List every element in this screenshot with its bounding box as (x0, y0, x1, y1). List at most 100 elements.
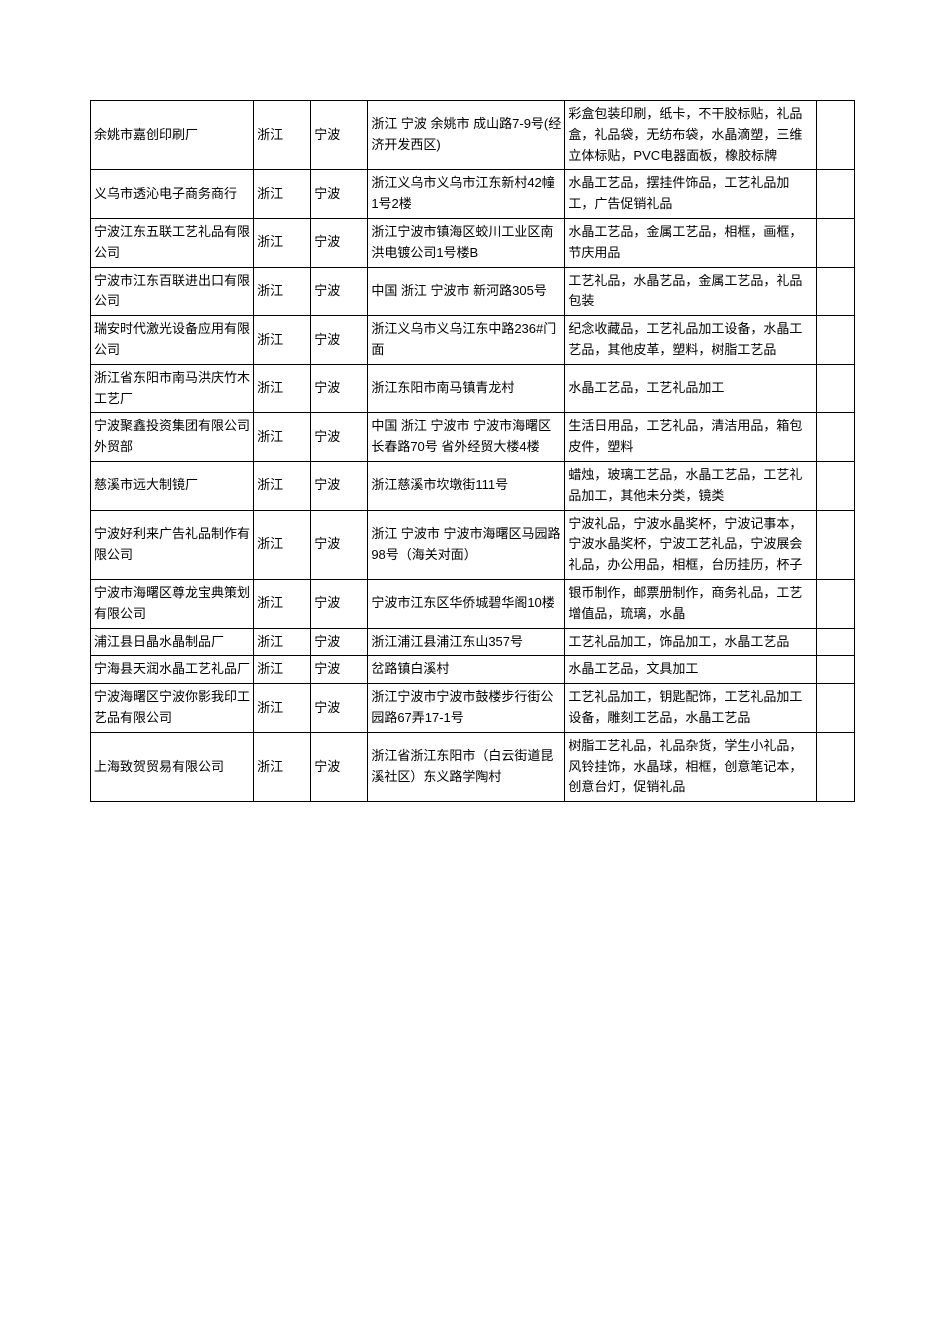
table-row: 义乌市透沁电子商务商行浙江宁波浙江义乌市义乌市江东新村42幢1号2楼水晶工艺品，… (91, 170, 855, 219)
city-cell: 宁波 (311, 461, 368, 510)
address-cell: 浙江 宁波 余姚市 成山路7-9号(经济开发西区) (368, 101, 565, 170)
products-cell: 彩盒包装印刷，纸卡，不干胶标贴，礼品盒，礼品袋，无纺布袋，水晶滴塑，三维立体标贴… (565, 101, 816, 170)
city-cell: 宁波 (311, 101, 368, 170)
province-cell: 浙江 (254, 510, 311, 579)
products-cell: 水晶工艺品，文具加工 (565, 656, 816, 684)
city-cell: 宁波 (311, 579, 368, 628)
address-cell: 浙江宁波市宁波市鼓楼步行街公园路67弄17-1号 (368, 684, 565, 733)
table-row: 宁波好利来广告礼品制作有限公司浙江宁波浙江 宁波市 宁波市海曙区马园路98号（海… (91, 510, 855, 579)
city-cell: 宁波 (311, 628, 368, 656)
products-cell: 宁波礼品，宁波水晶奖杯，宁波记事本，宁波水晶奖杯，宁波工艺礼品，宁波展会礼品，办… (565, 510, 816, 579)
extra-cell (816, 170, 854, 219)
company-cell: 宁波海曙区宁波你影我印工艺品有限公司 (91, 684, 254, 733)
extra-cell (816, 364, 854, 413)
city-cell: 宁波 (311, 316, 368, 365)
extra-cell (816, 461, 854, 510)
address-cell: 中国 浙江 宁波市 宁波市海曙区长春路70号 省外经贸大楼4楼 (368, 413, 565, 462)
table-row: 余姚市嘉创印刷厂浙江宁波浙江 宁波 余姚市 成山路7-9号(经济开发西区)彩盒包… (91, 101, 855, 170)
extra-cell (816, 316, 854, 365)
company-cell: 瑞安时代激光设备应用有限公司 (91, 316, 254, 365)
company-cell: 宁海县天润水晶工艺礼品厂 (91, 656, 254, 684)
products-cell: 树脂工艺礼品，礼品杂货，学生小礼品，风铃挂饰，水晶球，相框，创意笔记本，创意台灯… (565, 732, 816, 801)
address-cell: 浙江浦江县浦江东山357号 (368, 628, 565, 656)
company-cell: 浦江县日晶水晶制品厂 (91, 628, 254, 656)
province-cell: 浙江 (254, 413, 311, 462)
products-cell: 蜡烛，玻璃工艺品，水晶工艺品，工艺礼品加工，其他未分类，镜类 (565, 461, 816, 510)
company-cell: 义乌市透沁电子商务商行 (91, 170, 254, 219)
extra-cell (816, 510, 854, 579)
table-row: 慈溪市远大制镜厂浙江宁波浙江慈溪市坎墩街111号蜡烛，玻璃工艺品，水晶工艺品，工… (91, 461, 855, 510)
table-row: 上海致贺贸易有限公司浙江宁波浙江省浙江东阳市（白云街道昆溪社区）东义路学陶村树脂… (91, 732, 855, 801)
table-body: 余姚市嘉创印刷厂浙江宁波浙江 宁波 余姚市 成山路7-9号(经济开发西区)彩盒包… (91, 101, 855, 802)
company-cell: 余姚市嘉创印刷厂 (91, 101, 254, 170)
address-cell: 浙江东阳市南马镇青龙村 (368, 364, 565, 413)
products-cell: 生活日用品，工艺礼品，清洁用品，箱包皮件，塑料 (565, 413, 816, 462)
table-row: 浦江县日晶水晶制品厂浙江宁波浙江浦江县浦江东山357号工艺礼品加工，饰品加工，水… (91, 628, 855, 656)
company-cell: 宁波江东五联工艺礼品有限公司 (91, 218, 254, 267)
address-cell: 浙江慈溪市坎墩街111号 (368, 461, 565, 510)
province-cell: 浙江 (254, 656, 311, 684)
extra-cell (816, 218, 854, 267)
products-cell: 水晶工艺品，金属工艺品，相框，画框，节庆用品 (565, 218, 816, 267)
table-row: 宁波海曙区宁波你影我印工艺品有限公司浙江宁波浙江宁波市宁波市鼓楼步行街公园路67… (91, 684, 855, 733)
products-cell: 纪念收藏品，工艺礼品加工设备，水晶工艺品，其他皮革，塑料，树脂工艺品 (565, 316, 816, 365)
city-cell: 宁波 (311, 413, 368, 462)
products-cell: 工艺礼品加工，饰品加工，水晶工艺品 (565, 628, 816, 656)
city-cell: 宁波 (311, 510, 368, 579)
city-cell: 宁波 (311, 684, 368, 733)
products-cell: 银币制作，邮票册制作，商务礼品，工艺增值品，琉璃，水晶 (565, 579, 816, 628)
city-cell: 宁波 (311, 364, 368, 413)
company-cell: 慈溪市远大制镜厂 (91, 461, 254, 510)
extra-cell (816, 684, 854, 733)
company-cell: 宁波聚鑫投资集团有限公司外贸部 (91, 413, 254, 462)
products-cell: 水晶工艺品，工艺礼品加工 (565, 364, 816, 413)
table-row: 瑞安时代激光设备应用有限公司浙江宁波浙江义乌市义乌江东中路236#门面纪念收藏品… (91, 316, 855, 365)
products-cell: 工艺礼品加工，钥匙配饰，工艺礼品加工设备，雕刻工艺品，水晶工艺品 (565, 684, 816, 733)
company-cell: 宁波市海曙区尊龙宝典策划有限公司 (91, 579, 254, 628)
province-cell: 浙江 (254, 101, 311, 170)
extra-cell (816, 628, 854, 656)
address-cell: 宁波市江东区华侨城碧华阁10楼 (368, 579, 565, 628)
products-cell: 水晶工艺品，摆挂件饰品，工艺礼品加工，广告促销礼品 (565, 170, 816, 219)
extra-cell (816, 579, 854, 628)
province-cell: 浙江 (254, 628, 311, 656)
company-cell: 上海致贺贸易有限公司 (91, 732, 254, 801)
province-cell: 浙江 (254, 267, 311, 316)
table-row: 宁海县天润水晶工艺礼品厂浙江宁波岔路镇白溪村水晶工艺品，文具加工 (91, 656, 855, 684)
province-cell: 浙江 (254, 218, 311, 267)
extra-cell (816, 267, 854, 316)
province-cell: 浙江 (254, 461, 311, 510)
address-cell: 浙江宁波市镇海区蛟川工业区南洪电镀公司1号楼B (368, 218, 565, 267)
company-cell: 宁波好利来广告礼品制作有限公司 (91, 510, 254, 579)
address-cell: 岔路镇白溪村 (368, 656, 565, 684)
province-cell: 浙江 (254, 732, 311, 801)
table-row: 宁波市江东百联进出口有限公司浙江宁波中国 浙江 宁波市 新河路305号工艺礼品，… (91, 267, 855, 316)
table-row: 宁波市海曙区尊龙宝典策划有限公司浙江宁波宁波市江东区华侨城碧华阁10楼银币制作，… (91, 579, 855, 628)
company-table: 余姚市嘉创印刷厂浙江宁波浙江 宁波 余姚市 成山路7-9号(经济开发西区)彩盒包… (90, 100, 855, 802)
table-row: 浙江省东阳市南马洪庆竹木工艺厂浙江宁波浙江东阳市南马镇青龙村水晶工艺品，工艺礼品… (91, 364, 855, 413)
address-cell: 浙江 宁波市 宁波市海曙区马园路98号（海关对面） (368, 510, 565, 579)
province-cell: 浙江 (254, 684, 311, 733)
address-cell: 中国 浙江 宁波市 新河路305号 (368, 267, 565, 316)
company-cell: 宁波市江东百联进出口有限公司 (91, 267, 254, 316)
address-cell: 浙江义乌市义乌市江东新村42幢1号2楼 (368, 170, 565, 219)
extra-cell (816, 413, 854, 462)
extra-cell (816, 101, 854, 170)
province-cell: 浙江 (254, 364, 311, 413)
city-cell: 宁波 (311, 218, 368, 267)
extra-cell (816, 656, 854, 684)
province-cell: 浙江 (254, 170, 311, 219)
company-cell: 浙江省东阳市南马洪庆竹木工艺厂 (91, 364, 254, 413)
address-cell: 浙江省浙江东阳市（白云街道昆溪社区）东义路学陶村 (368, 732, 565, 801)
city-cell: 宁波 (311, 170, 368, 219)
address-cell: 浙江义乌市义乌江东中路236#门面 (368, 316, 565, 365)
city-cell: 宁波 (311, 267, 368, 316)
extra-cell (816, 732, 854, 801)
table-row: 宁波江东五联工艺礼品有限公司浙江宁波浙江宁波市镇海区蛟川工业区南洪电镀公司1号楼… (91, 218, 855, 267)
city-cell: 宁波 (311, 656, 368, 684)
city-cell: 宁波 (311, 732, 368, 801)
table-row: 宁波聚鑫投资集团有限公司外贸部浙江宁波中国 浙江 宁波市 宁波市海曙区长春路70… (91, 413, 855, 462)
province-cell: 浙江 (254, 316, 311, 365)
products-cell: 工艺礼品，水晶艺品，金属工艺品，礼品包装 (565, 267, 816, 316)
province-cell: 浙江 (254, 579, 311, 628)
